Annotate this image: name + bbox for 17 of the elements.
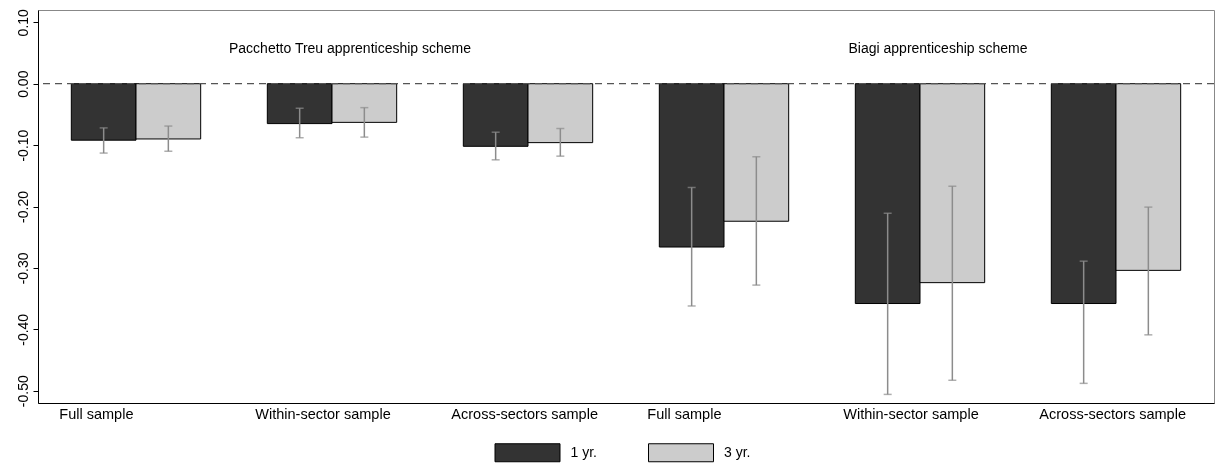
x-tick-label: Full sample <box>59 405 134 422</box>
legend-label: 3 yr. <box>724 443 751 460</box>
annotation: Pacchetto Treu apprenticeship scheme <box>228 40 472 56</box>
y-tick-label: -0.20 <box>14 190 31 223</box>
annotation: Biagi apprenticeship scheme <box>848 40 1028 56</box>
y-tick-label: 0.10 <box>14 8 31 37</box>
x-tick-label: Within-sector sample <box>843 405 979 422</box>
y-tick-label: -0.10 <box>14 129 31 162</box>
y-tick-label: -0.40 <box>14 313 31 346</box>
x-tick-label: Within-sector sample <box>255 405 391 422</box>
y-tick-label: 0.00 <box>14 70 31 98</box>
x-tick-label: Across-sectors sample <box>1039 405 1186 422</box>
x-tick-label: Full sample <box>647 405 722 422</box>
y-tick-label: -0.30 <box>14 252 31 285</box>
y-tick-label: -0.50 <box>14 375 31 408</box>
legend-label: 1 yr. <box>570 443 597 460</box>
x-tick-label: Across-sectors sample <box>451 405 598 422</box>
